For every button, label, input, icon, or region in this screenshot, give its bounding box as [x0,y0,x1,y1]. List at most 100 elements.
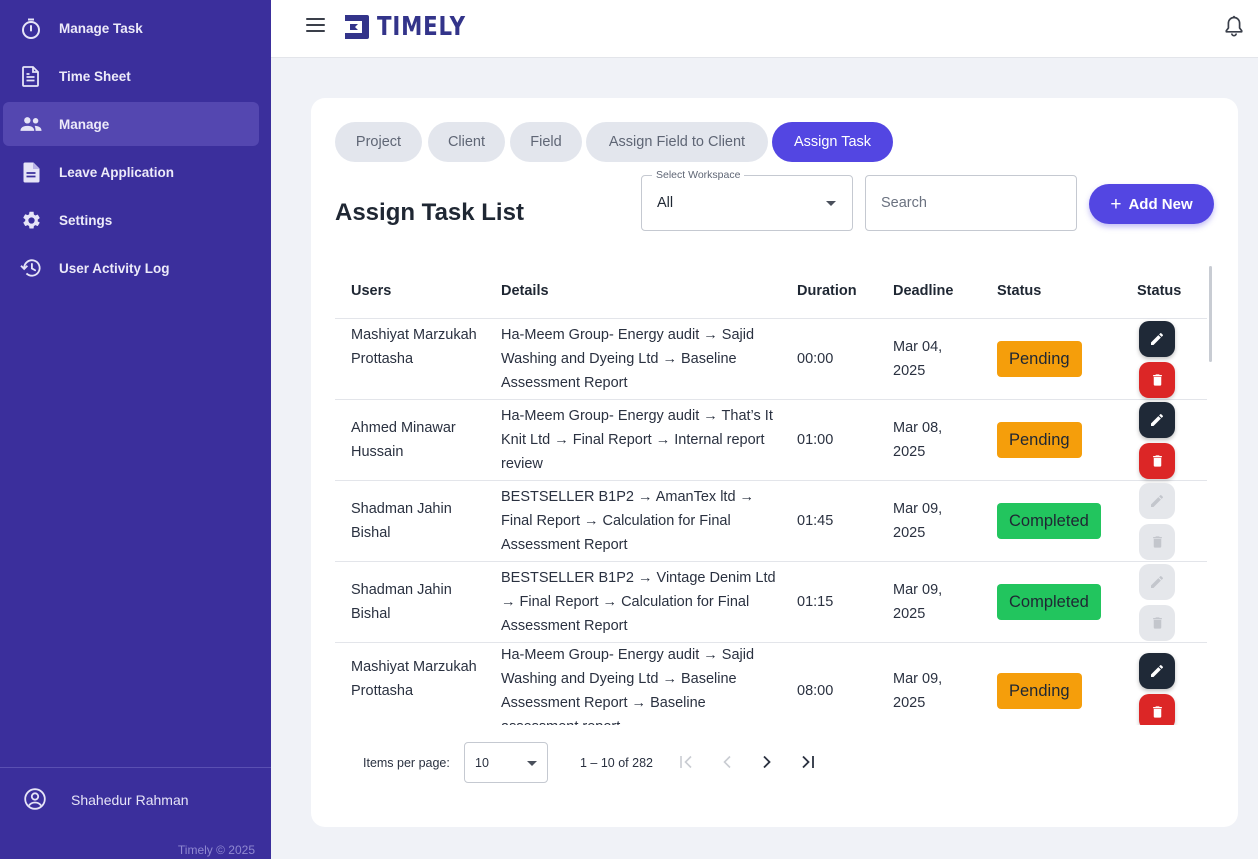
first-page-icon [680,755,692,769]
items-per-page-value: 10 [475,756,489,770]
sidebar: Manage Task Time Sheet Manage Leave Appl… [0,0,271,859]
next-page-button[interactable] [755,750,779,774]
edit-button[interactable] [1139,653,1175,689]
tab-assign-field-to-client[interactable]: Assign Field to Client [586,122,768,162]
timer-icon [20,17,42,39]
delete-button [1139,524,1175,560]
row-details: Ha-Meem Group- Energy audit → Sajid Wash… [501,647,755,725]
table-row: Mashiyat Marzukah Prottasha Ha-Meem Grou… [335,643,1207,725]
row-user: Mashiyat Marzukah Prottasha [351,327,477,367]
account-circle-icon [24,788,46,815]
assign-task-table: Users Details Duration Deadline Status S… [335,266,1215,725]
status-badge: Pending [997,673,1082,709]
items-per-page-label: Items per page: [363,756,450,770]
pencil-icon [1151,664,1164,677]
row-duration: 08:00 [797,683,834,699]
row-duration: 01:00 [797,432,834,448]
sidebar-item-settings[interactable]: Settings [3,198,259,242]
delete-button[interactable] [1139,443,1175,479]
search-input[interactable] [865,175,1077,231]
status-badge: Pending [997,422,1082,458]
status-badge: Completed [997,503,1101,539]
workspace-select-value: All [657,195,674,211]
sidebar-item-label: Settings [59,212,113,228]
notification-bell-icon[interactable] [1224,15,1244,42]
tab-client[interactable]: Client [428,122,505,162]
file-icon [20,161,42,183]
row-deadline: Mar 09, 2025 [893,582,943,622]
edit-button[interactable] [1139,321,1175,357]
column-header-actions: Status [1137,283,1182,299]
chevron-down-icon [527,761,537,766]
add-new-label: Add New [1128,195,1193,213]
row-user: Ahmed Minawar Hussain [351,420,456,460]
edit-button [1139,564,1175,600]
delete-button[interactable] [1139,362,1175,398]
sidebar-item-label: Manage Task [59,20,143,36]
row-user: Mashiyat Marzukah Prottasha [351,659,477,699]
people-icon [20,113,42,135]
tab-field[interactable]: Field [510,122,582,162]
sidebar-divider [0,767,271,768]
row-duration: 01:45 [797,513,834,529]
delete-button[interactable] [1139,694,1175,725]
pencil-icon [1151,575,1164,588]
column-header-details: Details [501,283,549,299]
menu-icon[interactable] [306,17,325,33]
copyright: Timely © 2025 [177,843,255,857]
column-header-duration: Duration [797,283,857,299]
tab-project[interactable]: Project [335,122,422,162]
row-details: Ha-Meem Group- Energy audit → Sajid Wash… [501,327,755,391]
table-row: Shadman Jahin Bishal BESTSELLER B1P2 → A… [335,481,1207,562]
last-page-button[interactable] [795,750,819,774]
status-badge: Pending [997,341,1082,377]
table-header: Users Details Duration Deadline Status S… [335,266,1207,319]
status-badge: Completed [997,584,1101,620]
row-deadline: Mar 09, 2025 [893,501,943,541]
chevron-left-icon [723,755,731,769]
workspace-select[interactable]: Select Workspace All [641,169,853,231]
chevron-right-icon [763,755,771,769]
sidebar-item-label: Time Sheet [59,68,131,84]
trash-icon [1152,617,1162,629]
edit-button[interactable] [1139,402,1175,438]
table-scrollbar[interactable] [1209,266,1212,362]
table-row: Ahmed Minawar Hussain Ha-Meem Group- Ene… [335,400,1207,481]
sidebar-item-leave-application[interactable]: Leave Application [3,150,259,194]
edit-button [1139,483,1175,519]
pencil-icon [1151,332,1164,345]
user-profile[interactable]: Shahedur Rahman [0,780,271,820]
sidebar-item-time-sheet[interactable]: Time Sheet [3,54,259,98]
row-duration: 00:00 [797,351,834,367]
sidebar-item-label: Manage [59,116,110,132]
last-page-icon [802,755,814,769]
sidebar-item-manage-task[interactable]: Manage Task [3,6,259,50]
add-new-button[interactable]: + Add New [1089,184,1214,224]
row-deadline: Mar 08, 2025 [893,420,943,460]
table-row: Shadman Jahin Bishal BESTSELLER B1P2 → V… [335,562,1207,643]
row-deadline: Mar 09, 2025 [893,671,943,711]
delete-button [1139,605,1175,641]
page-title: Assign Task List [335,199,524,226]
row-duration: 01:15 [797,594,834,610]
workspace-select-label: Select Workspace [652,169,745,181]
row-user: Shadman Jahin Bishal [351,501,452,541]
row-deadline: Mar 04, 2025 [893,339,943,379]
tab-assign-task[interactable]: Assign Task [772,122,893,162]
document-icon [20,65,42,87]
sidebar-item-label: User Activity Log [59,260,170,276]
pencil-icon [1151,413,1164,426]
first-page-button[interactable] [675,750,699,774]
sidebar-item-user-activity-log[interactable]: User Activity Log [3,246,259,290]
row-user: Shadman Jahin Bishal [351,582,452,622]
sidebar-item-manage[interactable]: Manage [3,102,259,146]
plus-icon: + [1110,193,1122,215]
history-icon [20,257,42,279]
logo-mark-icon [345,15,369,39]
pencil-icon [1151,494,1164,507]
user-name: Shahedur Rahman [71,792,189,808]
previous-page-button[interactable] [715,750,739,774]
items-per-page-select[interactable]: 10 [464,742,548,783]
sidebar-item-label: Leave Application [59,164,175,180]
content-card: Project Client Field Assign Field to Cli… [311,98,1238,827]
